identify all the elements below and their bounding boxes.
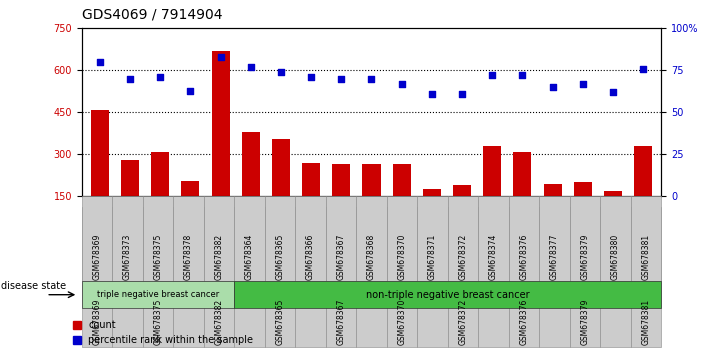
Text: GSM678368: GSM678368 <box>367 233 376 280</box>
Point <box>396 81 407 87</box>
Text: non-triple negative breast cancer: non-triple negative breast cancer <box>366 290 530 300</box>
Bar <box>423 189 441 196</box>
Point <box>275 69 287 75</box>
Text: GSM678364: GSM678364 <box>245 233 254 280</box>
Point <box>486 73 498 78</box>
Bar <box>483 146 501 196</box>
Text: GSM678377: GSM678377 <box>550 233 559 280</box>
Text: GSM678382: GSM678382 <box>215 234 223 280</box>
Bar <box>543 184 562 196</box>
Text: GSM678378: GSM678378 <box>184 233 193 280</box>
Text: GSM678367: GSM678367 <box>336 299 346 345</box>
Text: disease state: disease state <box>1 281 66 291</box>
Bar <box>181 181 200 196</box>
Text: GSM678365: GSM678365 <box>275 299 284 345</box>
Text: GSM678367: GSM678367 <box>336 233 346 280</box>
Point <box>456 91 468 97</box>
Text: GSM678379: GSM678379 <box>580 233 589 280</box>
Bar <box>302 163 320 196</box>
Text: GSM678381: GSM678381 <box>641 234 651 280</box>
Point <box>426 91 437 97</box>
Bar <box>363 164 380 196</box>
Bar <box>574 182 592 196</box>
Bar <box>151 152 169 196</box>
Point <box>607 90 619 95</box>
Bar <box>453 185 471 196</box>
Text: GSM678380: GSM678380 <box>611 233 620 280</box>
Text: GSM678375: GSM678375 <box>154 299 163 345</box>
Bar <box>513 152 531 196</box>
Text: GSM678365: GSM678365 <box>275 233 284 280</box>
Point <box>638 66 649 72</box>
Text: GSM678373: GSM678373 <box>123 233 132 280</box>
Bar <box>242 132 260 196</box>
Point <box>577 81 589 87</box>
Bar <box>212 51 230 196</box>
Point <box>547 84 558 90</box>
Text: GSM678376: GSM678376 <box>520 299 528 345</box>
Bar <box>332 164 351 196</box>
Text: GSM678372: GSM678372 <box>459 299 468 345</box>
Text: GSM678370: GSM678370 <box>397 299 407 345</box>
Point <box>154 74 166 80</box>
Bar <box>392 164 411 196</box>
Legend: count, percentile rank within the sample: count, percentile rank within the sample <box>69 316 257 349</box>
Bar <box>91 110 109 196</box>
Point <box>94 59 105 65</box>
Point <box>336 76 347 82</box>
Bar <box>121 160 139 196</box>
Point <box>245 64 257 70</box>
Point <box>365 76 377 82</box>
Text: GSM678374: GSM678374 <box>489 233 498 280</box>
Text: GSM678369: GSM678369 <box>92 233 102 280</box>
Text: GSM678375: GSM678375 <box>154 233 163 280</box>
Text: GSM678381: GSM678381 <box>641 299 651 345</box>
Bar <box>634 146 652 196</box>
Bar <box>272 139 290 196</box>
Point <box>517 73 528 78</box>
Text: triple negative breast cancer: triple negative breast cancer <box>97 290 219 299</box>
Text: GSM678379: GSM678379 <box>580 299 589 345</box>
Text: GSM678372: GSM678372 <box>459 233 468 280</box>
Text: GSM678369: GSM678369 <box>92 299 102 345</box>
Text: GSM678371: GSM678371 <box>428 233 437 280</box>
Point <box>124 76 136 82</box>
Text: GSM678382: GSM678382 <box>215 299 223 345</box>
Text: GSM678370: GSM678370 <box>397 233 407 280</box>
Point <box>215 54 226 60</box>
Point <box>185 88 196 93</box>
Text: GDS4069 / 7914904: GDS4069 / 7914904 <box>82 7 223 21</box>
Point <box>306 74 317 80</box>
Bar <box>604 191 622 196</box>
Text: GSM678366: GSM678366 <box>306 233 315 280</box>
Text: GSM678376: GSM678376 <box>520 233 528 280</box>
